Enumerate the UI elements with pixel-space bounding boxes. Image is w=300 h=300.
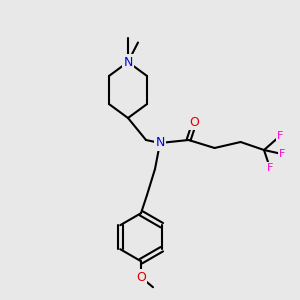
Text: F: F xyxy=(267,163,273,173)
Text: N: N xyxy=(155,136,165,149)
Text: N: N xyxy=(123,56,133,68)
Text: F: F xyxy=(277,131,283,141)
Text: F: F xyxy=(279,149,285,159)
Text: O: O xyxy=(190,116,200,128)
Text: O: O xyxy=(136,271,146,284)
